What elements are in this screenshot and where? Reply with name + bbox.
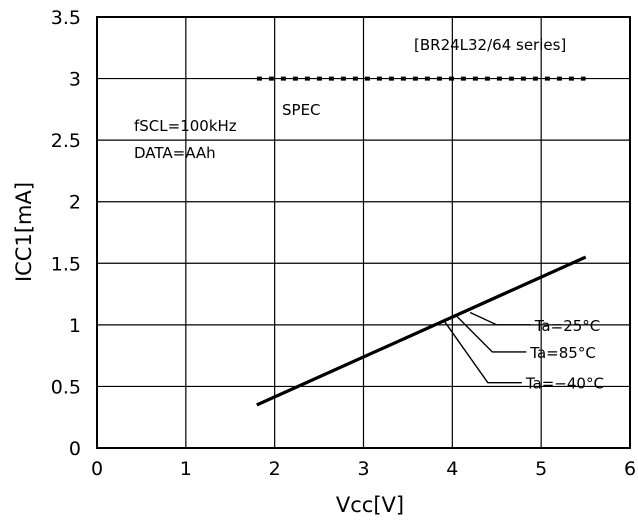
x-tick-label: 1 bbox=[180, 458, 192, 480]
grid-lines bbox=[97, 17, 630, 448]
y-tick-label: 2.5 bbox=[51, 130, 81, 152]
y-tick-label: 2 bbox=[69, 192, 81, 214]
x-tick-label: 2 bbox=[269, 458, 281, 480]
condition-fscl: fSCL=100kHz bbox=[134, 117, 237, 135]
x-tick-label: 3 bbox=[357, 458, 369, 480]
y-tick-label: 3.5 bbox=[51, 7, 81, 29]
y-tick-label: 1.5 bbox=[51, 253, 81, 275]
plot-frame bbox=[96, 16, 631, 449]
y-axis-label: ICC1[mA] bbox=[12, 182, 36, 282]
x-tick-labels: 0 1 2 3 4 5 6 bbox=[91, 458, 636, 480]
y-tick-label: 0.5 bbox=[51, 376, 81, 398]
y-tick-label: 3 bbox=[69, 69, 81, 91]
curve-callouts: Ta=25°C Ta=85°C Ta=−40°C bbox=[442, 311, 604, 393]
callout-leader bbox=[469, 311, 531, 326]
y-tick-label: 0 bbox=[69, 438, 81, 460]
spec-label: SPEC bbox=[282, 101, 321, 119]
curve-label: Ta=−40°C bbox=[525, 375, 604, 393]
x-tick-label: 4 bbox=[446, 458, 458, 480]
x-tick-label: 0 bbox=[91, 458, 103, 480]
x-tick-label: 6 bbox=[624, 458, 636, 480]
curve-label: Ta=25°C bbox=[534, 317, 601, 335]
x-tick-label: 5 bbox=[535, 458, 547, 480]
series-line-ta-40-c bbox=[256, 255, 587, 407]
condition-data: DATA=AAh bbox=[134, 144, 216, 162]
x-axis-label: Vcc[V] bbox=[336, 493, 404, 517]
y-tick-labels: 0 0.5 1 1.5 2 2.5 3 3.5 bbox=[51, 7, 81, 460]
callout-leader bbox=[442, 319, 522, 384]
series-title: [BR24L32/64 series] bbox=[414, 36, 566, 54]
series-lines bbox=[256, 76, 587, 407]
y-tick-label: 1 bbox=[69, 315, 81, 337]
callout-leader bbox=[456, 315, 527, 353]
curve-label: Ta=85°C bbox=[529, 344, 596, 362]
